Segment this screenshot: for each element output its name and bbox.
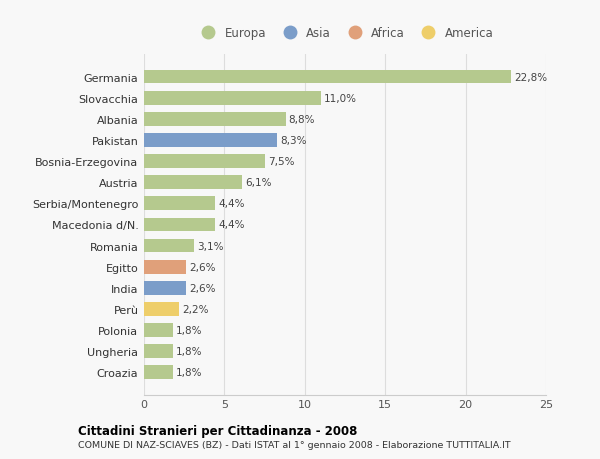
Text: 22,8%: 22,8% (514, 73, 547, 82)
Bar (144, 302, 179, 316)
Text: 8,3%: 8,3% (281, 135, 307, 146)
Bar (144, 366, 173, 379)
Text: 2,6%: 2,6% (189, 283, 215, 293)
Text: Cittadini Stranieri per Cittadinanza - 2008: Cittadini Stranieri per Cittadinanza - 2… (78, 424, 358, 437)
Bar (144, 176, 242, 190)
Text: 7,5%: 7,5% (268, 157, 295, 167)
Bar (144, 345, 173, 358)
Text: 4,4%: 4,4% (218, 220, 244, 230)
Legend: Europa, Asia, Africa, America: Europa, Asia, Africa, America (196, 27, 494, 40)
Bar (144, 324, 173, 337)
Text: 2,2%: 2,2% (182, 304, 209, 314)
Text: 1,8%: 1,8% (176, 325, 203, 335)
Text: COMUNE DI NAZ-SCIAVES (BZ) - Dati ISTAT al 1° gennaio 2008 - Elaborazione TUTTIT: COMUNE DI NAZ-SCIAVES (BZ) - Dati ISTAT … (78, 441, 511, 449)
Text: 8,8%: 8,8% (289, 115, 315, 124)
Bar (144, 71, 511, 84)
Text: 1,8%: 1,8% (176, 368, 203, 377)
Text: 3,1%: 3,1% (197, 241, 224, 251)
Text: 6,1%: 6,1% (245, 178, 272, 188)
Bar (144, 281, 186, 295)
Bar (144, 112, 286, 126)
Bar (144, 239, 194, 253)
Text: 11,0%: 11,0% (324, 94, 357, 103)
Bar (144, 92, 321, 105)
Bar (144, 197, 215, 211)
Bar (144, 155, 265, 168)
Text: 4,4%: 4,4% (218, 199, 244, 209)
Bar (144, 134, 277, 147)
Text: 2,6%: 2,6% (189, 262, 215, 272)
Text: 1,8%: 1,8% (176, 347, 203, 356)
Bar (144, 218, 215, 232)
Bar (144, 260, 186, 274)
